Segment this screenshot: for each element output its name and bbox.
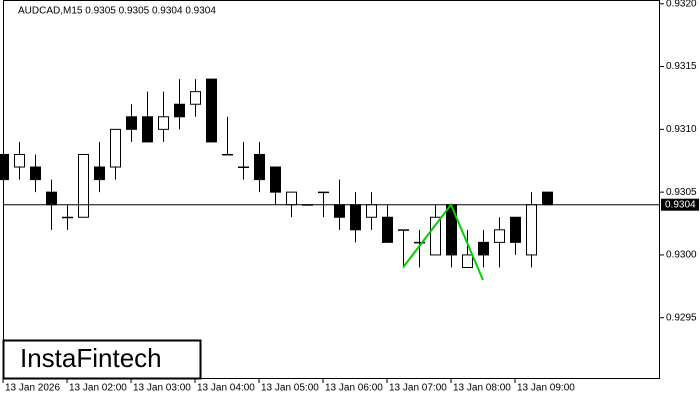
current-price-box [661,198,699,211]
candle-body [238,166,249,169]
candle-body [414,241,425,244]
candle-body [142,116,153,143]
x-tick-label: 13 Jan 05:00 [261,383,319,394]
x-tick-label: 13 Jan 02:00 [69,383,127,394]
x-tick-label: 13 Jan 07:00 [389,383,447,394]
y-tick-label: 0.9310 [666,124,697,135]
x-tick-label: 13 Jan 04:00 [197,383,255,394]
candle-body [398,229,409,231]
x-tick-label: 13 Jan 09:00 [517,383,575,394]
candle-body [430,216,441,256]
candle-body [222,153,233,156]
y-tick-label: 0.9295 [666,312,697,323]
y-tick-label: 0.9305 [666,187,697,198]
candle-body [334,204,345,218]
candle-body [94,166,105,181]
x-tick-label: 13 Jan 03:00 [133,383,191,394]
candle-body [30,166,41,181]
y-tick-label: 0.9315 [666,61,697,72]
candle-body [190,91,201,105]
candle-body [366,204,377,218]
candle-body [158,116,169,130]
current-price-label: 0.9304 [665,199,696,210]
candle-body [46,191,57,206]
pattern-line [402,202,484,281]
candle-body [494,229,505,243]
plot-frame [3,0,660,379]
chart-title: AUDCAD,M15 0.9305 0.9305 0.9304 0.9304 [18,6,216,17]
candle-body [318,191,329,194]
candle-body [510,216,521,243]
x-tick-label: 13 Jan 2026 [5,383,60,394]
candle-body [526,204,537,256]
candle-body [14,153,25,168]
candle-body [286,191,297,206]
candle-body [206,78,217,143]
candle-body [78,153,89,218]
y-tick-label: 0.9320 [666,0,697,9]
candle-body [542,191,553,206]
x-tick-label: 13 Jan 08:00 [453,383,511,394]
candle-body [254,153,265,181]
logo-box [2,339,202,380]
candle-body [126,116,137,130]
candle-body [462,254,473,268]
y-tick-label: 0.9300 [666,250,697,261]
candle-body [174,103,185,118]
candle-body [382,216,393,243]
candle-body [270,166,281,193]
x-tick-label: 13 Jan 06:00 [325,383,383,394]
candle-body [350,204,361,231]
candle-body [62,216,73,219]
candle-body [478,241,489,256]
candle-body [110,128,121,168]
logo: InstaFintech [20,343,162,373]
candle-body [0,153,9,181]
